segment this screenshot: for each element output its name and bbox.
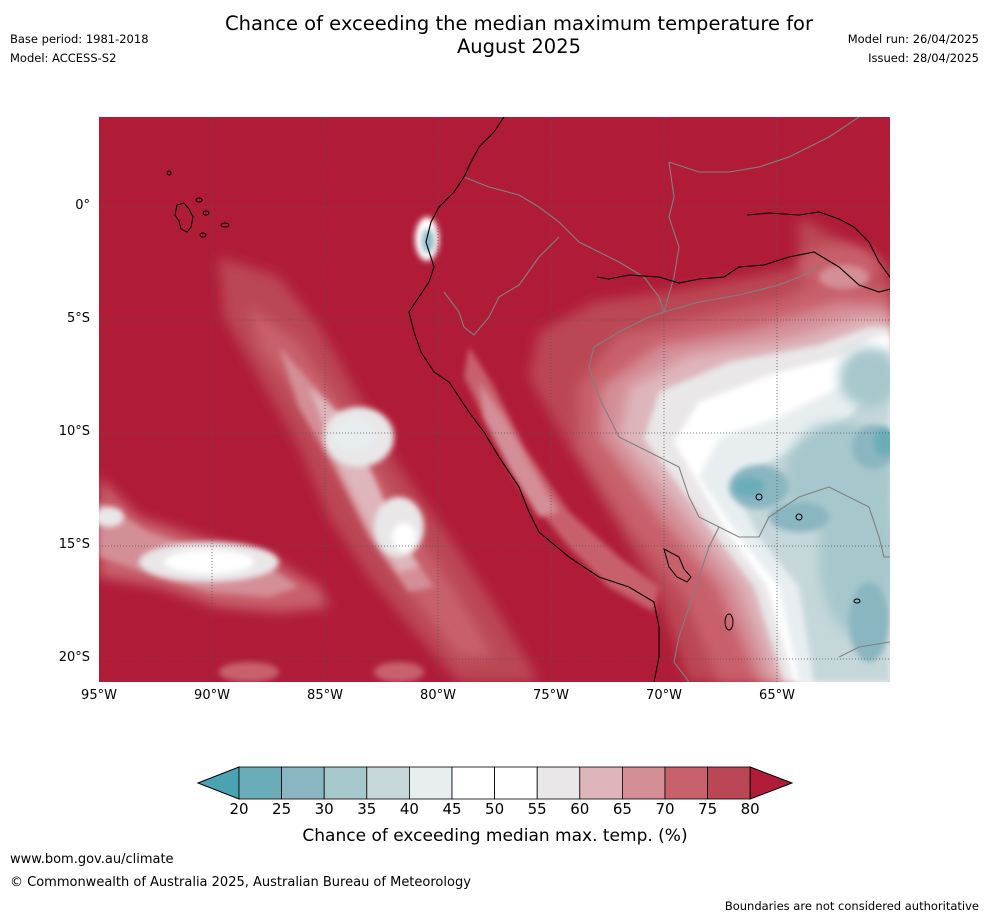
colorbar-segment [281, 766, 325, 800]
map-svg [99, 117, 890, 682]
lon-label: 80°W [420, 688, 456, 703]
colorbar-tick-label: 50 [485, 800, 505, 818]
colorbar-segment [707, 766, 751, 800]
colorbar-segment [621, 766, 666, 800]
lat-label: 10°S [58, 424, 90, 439]
colorbar-segment [323, 766, 368, 800]
issued-label: Issued: 28/04/2025 [868, 51, 979, 65]
model-run-label: Model run: 26/04/2025 [847, 32, 979, 46]
boundaries-disclaimer: Boundaries are not considered authoritat… [724, 899, 979, 913]
model-label: Model: ACCESS-S2 [10, 51, 117, 65]
base-period-label: Base period: 1981-2018 [10, 32, 149, 46]
map-title: Chance of exceeding the median maximum t… [160, 12, 878, 58]
colorbar-tick-label: 70 [655, 800, 675, 818]
colorbar-tick-label: 25 [272, 800, 292, 818]
colorbar-tick-label: 65 [612, 800, 632, 818]
colorbar-segment [664, 766, 708, 800]
colorbar-segment [579, 766, 623, 800]
colorbar-tick-label: 60 [570, 800, 590, 818]
lon-label: 95°W [81, 688, 117, 703]
probability-map [99, 117, 890, 682]
colorbar-tick-label: 80 [740, 800, 760, 818]
lat-label: 15°S [58, 537, 90, 552]
lon-label: 90°W [194, 688, 230, 703]
galapagos-islands [166, 170, 230, 238]
title-line-2: August 2025 [456, 35, 582, 58]
lon-label: 65°W [759, 688, 795, 703]
colorbar-tick-label: 55 [527, 800, 547, 818]
colorbar-tick-label: 75 [698, 800, 718, 818]
colorbar-segment [366, 766, 410, 800]
lake-titicaca [663, 493, 861, 631]
colorbar-segment [451, 766, 495, 800]
gridlines [99, 117, 890, 682]
probability-contours [99, 217, 890, 682]
lat-label: 0° [75, 198, 90, 213]
colorbar-segment [536, 766, 581, 800]
country-boundaries [443, 117, 890, 682]
colorbar-over-arrow [749, 766, 794, 800]
colorbar-svg [196, 766, 794, 800]
colorbar-tick-label: 40 [399, 800, 419, 818]
colorbar-under-arrow [196, 766, 240, 800]
website-link[interactable]: www.bom.gov.au/climate [10, 852, 174, 867]
copyright-text: © Commonwealth of Australia 2025, Austra… [10, 875, 471, 890]
colorbar-segment [408, 766, 453, 800]
title-line-1: Chance of exceeding the median maximum t… [224, 12, 814, 35]
lon-label: 70°W [646, 688, 682, 703]
colorbar-tick-label: 35 [357, 800, 377, 818]
lat-label: 20°S [58, 650, 90, 665]
colorbar-segment [494, 766, 538, 800]
lat-label: 5°S [66, 311, 90, 326]
coastline [408, 117, 890, 682]
lon-label: 85°W [307, 688, 343, 703]
colorbar-title: Chance of exceeding median max. temp. (%… [302, 826, 688, 846]
colorbar [196, 765, 794, 801]
colorbar-tick-label: 20 [229, 800, 249, 818]
colorbar-tick-label: 30 [314, 800, 334, 818]
colorbar-segment [238, 766, 282, 800]
colorbar-tick-label: 45 [442, 800, 462, 818]
lon-label: 75°W [533, 688, 569, 703]
